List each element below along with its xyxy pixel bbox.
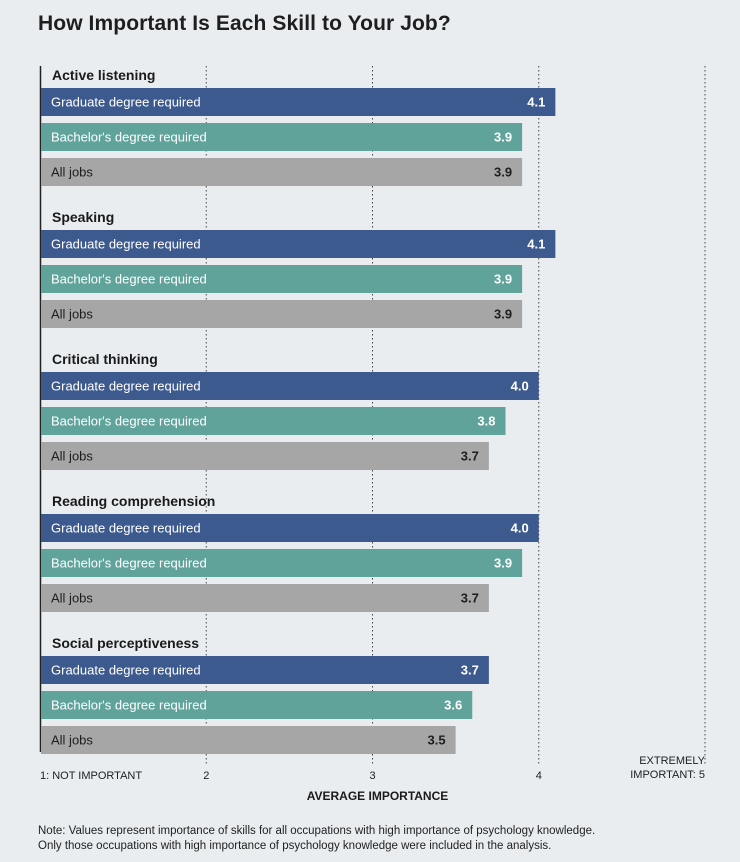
value-label-active-listening-all-jobs: 3.9 <box>494 165 512 180</box>
value-label-speaking-graduate-degree-required: 4.1 <box>527 237 545 252</box>
tick-label-1: 1: NOT IMPORTANT <box>40 770 142 782</box>
bar-critical-thinking-bachelor-s-degree-required <box>41 407 506 435</box>
value-label-social-perceptiveness-all-jobs: 3.5 <box>428 733 446 748</box>
value-label-social-perceptiveness-graduate-degree-required: 3.7 <box>461 663 479 678</box>
bar-active-listening-all-jobs <box>41 158 523 186</box>
x-axis-title: AVERAGE IMPORTANCE <box>307 789 449 803</box>
value-label-critical-thinking-bachelor-s-degree-required: 3.8 <box>477 414 495 429</box>
bar-label-bachelor-s-degree-required: Bachelor's degree required <box>51 414 207 429</box>
bar-label-all-jobs: All jobs <box>51 307 93 322</box>
bar-critical-thinking-graduate-degree-required <box>41 372 539 400</box>
value-label-critical-thinking-all-jobs: 3.7 <box>461 449 479 464</box>
bar-label-graduate-degree-required: Graduate degree required <box>51 237 201 252</box>
bar-label-bachelor-s-degree-required: Bachelor's degree required <box>51 556 207 571</box>
bar-label-bachelor-s-degree-required: Bachelor's degree required <box>51 698 207 713</box>
bar-active-listening-bachelor-s-degree-required <box>41 123 523 151</box>
tick-label-5-line-2: IMPORTANT: 5 <box>630 769 705 781</box>
bar-label-all-jobs: All jobs <box>51 165 93 180</box>
tick-label-5-line-1: EXTREMELY <box>639 755 705 767</box>
bar-reading-comprehension-bachelor-s-degree-required <box>41 549 523 577</box>
note-line-2: Only those occupations with high importa… <box>38 840 552 852</box>
skill-heading-critical-thinking: Critical thinking <box>52 351 158 367</box>
tick-label-3: 3 <box>369 770 375 782</box>
value-label-active-listening-graduate-degree-required: 4.1 <box>527 95 545 110</box>
tick-label-2: 2 <box>203 770 209 782</box>
bar-label-graduate-degree-required: Graduate degree required <box>51 379 201 394</box>
bar-label-bachelor-s-degree-required: Bachelor's degree required <box>51 130 207 145</box>
bar-critical-thinking-all-jobs <box>41 442 489 470</box>
bar-reading-comprehension-all-jobs <box>41 584 489 612</box>
value-label-speaking-all-jobs: 3.9 <box>494 307 512 322</box>
bar-social-perceptiveness-graduate-degree-required <box>41 656 489 684</box>
bar-label-bachelor-s-degree-required: Bachelor's degree required <box>51 272 207 287</box>
bar-reading-comprehension-graduate-degree-required <box>41 514 539 542</box>
bar-speaking-bachelor-s-degree-required <box>41 265 523 293</box>
chart-title: How Important Is Each Skill to Your Job? <box>38 12 451 35</box>
value-label-speaking-bachelor-s-degree-required: 3.9 <box>494 272 512 287</box>
value-label-reading-comprehension-bachelor-s-degree-required: 3.9 <box>494 556 512 571</box>
value-label-reading-comprehension-graduate-degree-required: 4.0 <box>511 521 529 536</box>
bar-speaking-graduate-degree-required <box>41 230 556 258</box>
bar-speaking-all-jobs <box>41 300 523 328</box>
value-label-active-listening-bachelor-s-degree-required: 3.9 <box>494 130 512 145</box>
bar-social-perceptiveness-bachelor-s-degree-required <box>41 691 473 719</box>
value-label-reading-comprehension-all-jobs: 3.7 <box>461 591 479 606</box>
bar-chart: Active listening Graduate degree required… <box>39 66 706 803</box>
skill-heading-active-listening: Active listening <box>52 67 155 83</box>
chart-note: Note: Values represent importance of ski… <box>38 824 718 854</box>
tick-label-4: 4 <box>536 770 542 782</box>
skill-heading-speaking: Speaking <box>52 209 114 225</box>
bar-active-listening-graduate-degree-required <box>41 88 556 116</box>
bar-label-all-jobs: All jobs <box>51 449 93 464</box>
bar-label-all-jobs: All jobs <box>51 733 93 748</box>
skill-heading-reading-comprehension: Reading comprehension <box>52 493 215 509</box>
value-label-social-perceptiveness-bachelor-s-degree-required: 3.6 <box>444 698 462 713</box>
bar-label-graduate-degree-required: Graduate degree required <box>51 521 201 536</box>
skill-heading-social-perceptiveness: Social perceptiveness <box>52 635 199 651</box>
value-label-critical-thinking-graduate-degree-required: 4.0 <box>511 379 529 394</box>
bar-label-graduate-degree-required: Graduate degree required <box>51 663 201 678</box>
bar-label-graduate-degree-required: Graduate degree required <box>51 95 201 110</box>
bar-label-all-jobs: All jobs <box>51 591 93 606</box>
note-line-1: Note: Values represent importance of ski… <box>38 825 596 837</box>
bar-social-perceptiveness-all-jobs <box>41 726 456 754</box>
